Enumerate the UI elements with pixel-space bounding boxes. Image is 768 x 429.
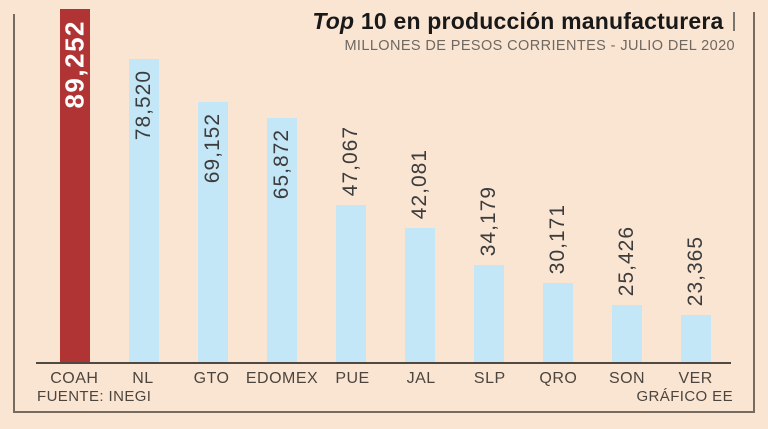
- bar: [680, 315, 711, 363]
- category-label: PUE: [335, 370, 370, 387]
- category-label: VER: [678, 370, 713, 387]
- chart-header: Top 10 en producción manufacturera MILLO…: [312, 8, 735, 55]
- bar-column-gto: 69,152: [178, 0, 247, 363]
- bar-column-ver: 23,365: [661, 0, 730, 363]
- chart-title-italic-part: Top: [312, 8, 355, 34]
- title-end-tick: [732, 12, 735, 32]
- frame-left-border: [13, 14, 15, 413]
- bar-value-label: 25,426: [614, 225, 638, 296]
- bar: [542, 283, 573, 363]
- source-note: FUENTE: INEGI: [37, 388, 152, 405]
- bar-columns: 89,252 78,520 69,152 65,872 47,067 42,081 34,1…: [40, 0, 730, 363]
- bar-column-edomex: 65,872: [247, 0, 316, 363]
- frame-bottom-border: [13, 411, 755, 413]
- category-label: SLP: [473, 370, 506, 387]
- bar: [473, 265, 504, 363]
- bar-value-label: 34,179: [476, 185, 500, 256]
- chart-title-row: Top 10 en producción manufacturera: [312, 8, 735, 34]
- bar-column-son: 25,426: [592, 0, 661, 363]
- x-axis-line: [36, 362, 731, 364]
- bar-value-label: 65,872: [269, 129, 293, 200]
- bar: [611, 305, 642, 363]
- bar-column-qro: 30,171: [523, 0, 592, 363]
- bar-value-label: 78,520: [131, 70, 155, 141]
- category-label: NL: [132, 370, 154, 387]
- bar-column-nl: 78,520: [109, 0, 178, 363]
- credit-note: GRÁFICO EE: [636, 388, 733, 405]
- bar: [128, 59, 159, 363]
- category-label: GTO: [193, 370, 230, 387]
- bar-value-label: 89,252: [59, 20, 89, 109]
- bar: [404, 228, 435, 363]
- bar-value-label: 30,171: [545, 203, 569, 274]
- chart-title-rest-part: 10 en producción manufacturera: [354, 8, 724, 34]
- chart-subtitle: MILLONES DE PESOS CORRIENTES - JULIO DEL…: [344, 38, 735, 55]
- bar-value-label: 23,365: [683, 235, 707, 306]
- highlight-bar: [59, 9, 90, 363]
- chart-title: Top 10 en producción manufacturera: [312, 8, 724, 34]
- category-labels: COAH NL GTO EDOMEX PUE JAL SLP QRO SON VER: [40, 370, 730, 388]
- category-label: EDOMEX: [245, 370, 319, 387]
- bar-value-label: 47,067: [338, 125, 362, 196]
- bar-column-coah: 89,252: [40, 0, 109, 363]
- category-label: SON: [608, 370, 646, 387]
- bar-value-label: 42,081: [407, 148, 431, 219]
- bar: [266, 118, 297, 363]
- bar-column-slp: 34,179: [454, 0, 523, 363]
- frame-right-border: [753, 12, 755, 413]
- bar: [335, 205, 366, 363]
- bar-column-jal: 42,081: [385, 0, 454, 363]
- bar-value-label: 69,152: [200, 113, 224, 184]
- bar-column-pue: 47,067: [316, 0, 385, 363]
- bar: [197, 102, 228, 363]
- category-label: JAL: [406, 370, 436, 387]
- category-label: COAH: [50, 370, 99, 387]
- category-label: QRO: [539, 370, 578, 387]
